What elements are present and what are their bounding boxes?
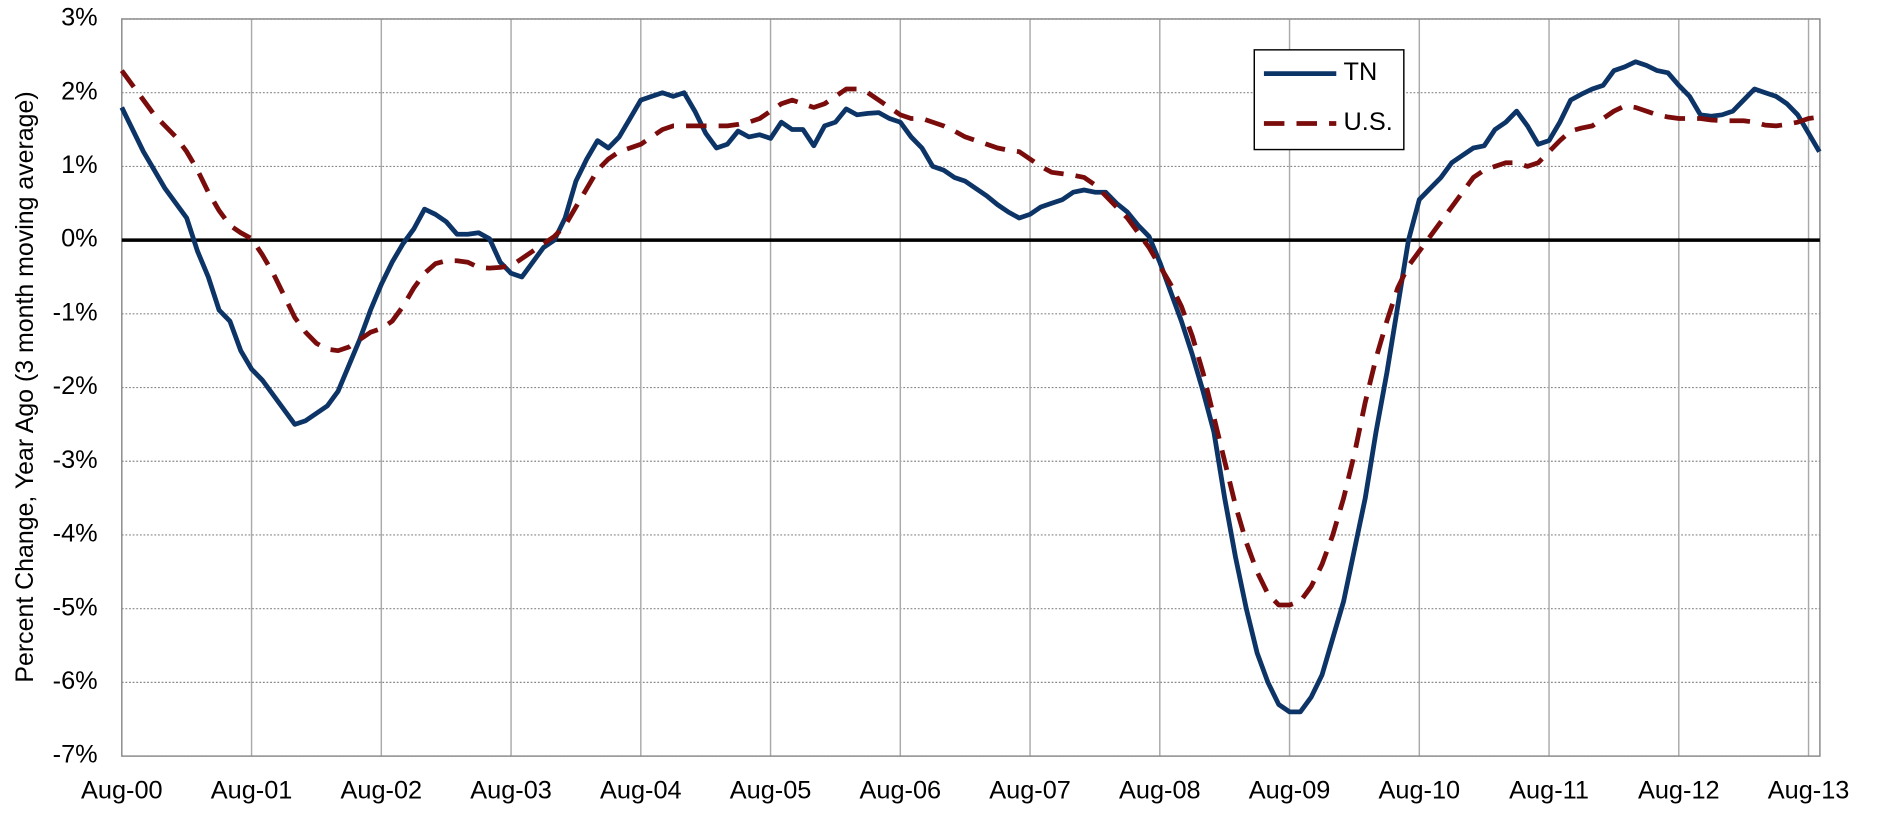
y-tick-label: -2% xyxy=(53,372,98,400)
y-tick-label: 0% xyxy=(61,225,98,253)
legend-label: U.S. xyxy=(1344,108,1393,136)
y-tick-label: -7% xyxy=(53,741,98,769)
legend-box xyxy=(1253,49,1405,151)
x-tick-label: Aug-08 xyxy=(1119,776,1201,804)
x-tick-label: Aug-10 xyxy=(1378,776,1460,804)
y-axis-label: Percent Change, Year Ago (3 month moving… xyxy=(11,91,39,682)
x-tick-label: Aug-05 xyxy=(730,776,812,804)
x-tick-label: Aug-06 xyxy=(859,776,941,804)
x-tick-label: Aug-04 xyxy=(600,776,682,804)
y-tick-label: 3% xyxy=(61,4,98,32)
x-tick-label: Aug-07 xyxy=(989,776,1071,804)
x-tick-label: Aug-02 xyxy=(341,776,423,804)
x-tick-label: Aug-01 xyxy=(211,776,293,804)
y-tick-label: -4% xyxy=(53,520,98,548)
y-tick-label: -3% xyxy=(53,446,98,474)
legend-label: TN xyxy=(1344,58,1378,86)
y-tick-label: -1% xyxy=(53,299,98,327)
y-tick-label: -6% xyxy=(53,667,98,695)
plot-frame xyxy=(121,18,1821,757)
x-tick-label: Aug-00 xyxy=(81,776,163,804)
x-tick-label: Aug-12 xyxy=(1638,776,1720,804)
y-tick-label: 1% xyxy=(61,151,98,179)
x-tick-label: Aug-03 xyxy=(470,776,552,804)
series-line xyxy=(119,69,1820,608)
y-tick-label: 2% xyxy=(61,77,98,105)
series-line xyxy=(119,59,1822,715)
y-tick-label: -5% xyxy=(53,593,98,621)
x-tick-label: Aug-13 xyxy=(1768,776,1850,804)
x-tick-label: Aug-09 xyxy=(1249,776,1331,804)
x-tick-label: Aug-11 xyxy=(1509,776,1589,804)
